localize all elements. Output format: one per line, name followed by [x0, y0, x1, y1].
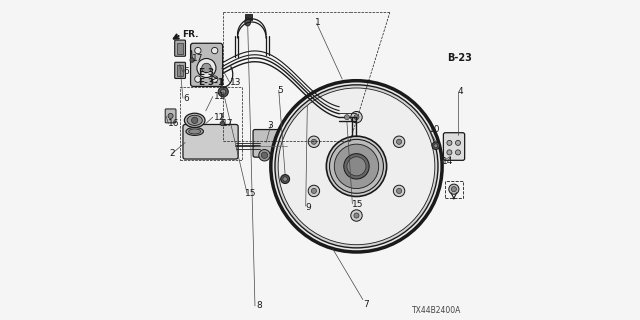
Text: 6: 6: [184, 67, 189, 76]
Circle shape: [190, 58, 195, 62]
Text: 14: 14: [442, 157, 454, 166]
Circle shape: [218, 87, 228, 97]
Text: E-3: E-3: [198, 68, 214, 77]
Circle shape: [278, 88, 435, 245]
Circle shape: [308, 185, 319, 196]
Circle shape: [434, 144, 438, 148]
Circle shape: [354, 115, 359, 120]
Text: 5: 5: [277, 86, 283, 95]
Circle shape: [271, 81, 442, 252]
Text: 15: 15: [246, 189, 257, 198]
Circle shape: [394, 185, 404, 196]
Circle shape: [330, 140, 383, 193]
Circle shape: [197, 59, 216, 77]
Text: 17: 17: [191, 54, 203, 63]
Ellipse shape: [186, 127, 204, 135]
Circle shape: [394, 136, 404, 148]
Text: 7: 7: [363, 300, 369, 309]
Circle shape: [220, 121, 225, 126]
Circle shape: [451, 187, 456, 192]
Circle shape: [191, 117, 198, 124]
Circle shape: [351, 111, 362, 123]
Circle shape: [221, 89, 226, 94]
Ellipse shape: [303, 99, 311, 104]
Circle shape: [456, 140, 461, 145]
FancyBboxPatch shape: [444, 133, 465, 160]
Bar: [180, 87, 242, 160]
Text: 6: 6: [184, 94, 189, 103]
FancyBboxPatch shape: [165, 109, 176, 123]
Text: 12: 12: [214, 113, 225, 122]
Circle shape: [211, 76, 218, 82]
FancyBboxPatch shape: [191, 43, 223, 86]
FancyBboxPatch shape: [175, 62, 186, 78]
Ellipse shape: [187, 115, 202, 125]
Text: 8: 8: [257, 301, 262, 310]
Circle shape: [347, 157, 366, 176]
Text: 2: 2: [170, 149, 175, 158]
Circle shape: [308, 136, 319, 148]
Text: 11: 11: [214, 92, 225, 101]
Text: 3: 3: [268, 121, 273, 130]
Text: 15: 15: [352, 200, 364, 209]
Circle shape: [351, 210, 362, 221]
Bar: [177, 43, 183, 54]
Ellipse shape: [245, 18, 250, 26]
Bar: [445, 180, 463, 198]
Circle shape: [354, 213, 359, 218]
Circle shape: [397, 139, 402, 144]
Text: 13: 13: [230, 78, 241, 87]
Text: FR.: FR.: [182, 30, 198, 39]
Circle shape: [344, 115, 349, 120]
Ellipse shape: [189, 129, 201, 134]
Circle shape: [449, 184, 459, 194]
Circle shape: [311, 188, 316, 194]
Circle shape: [211, 47, 218, 54]
Text: 10: 10: [429, 125, 441, 134]
Circle shape: [283, 177, 287, 181]
Text: 9: 9: [306, 203, 312, 212]
Circle shape: [195, 47, 201, 54]
FancyBboxPatch shape: [175, 40, 186, 56]
Circle shape: [259, 149, 270, 161]
FancyBboxPatch shape: [253, 130, 289, 157]
Circle shape: [342, 112, 352, 122]
Circle shape: [447, 150, 452, 155]
Circle shape: [344, 154, 369, 179]
Text: E-3-1: E-3-1: [198, 78, 224, 87]
Text: 16: 16: [168, 119, 180, 128]
Circle shape: [311, 139, 316, 144]
Circle shape: [168, 113, 173, 118]
Circle shape: [195, 76, 201, 82]
Bar: [177, 66, 183, 76]
Circle shape: [432, 142, 440, 149]
Circle shape: [261, 152, 268, 158]
FancyBboxPatch shape: [183, 124, 238, 159]
Text: 17: 17: [221, 119, 233, 128]
Text: 4: 4: [458, 87, 463, 96]
Circle shape: [202, 63, 211, 73]
Circle shape: [456, 150, 461, 155]
Text: TX44B2400A: TX44B2400A: [412, 306, 461, 315]
Circle shape: [281, 175, 289, 183]
Circle shape: [275, 85, 438, 248]
Circle shape: [397, 188, 402, 194]
Circle shape: [326, 136, 387, 196]
Circle shape: [334, 144, 379, 188]
Circle shape: [447, 140, 452, 145]
Bar: [246, 14, 252, 20]
Ellipse shape: [184, 113, 205, 127]
Text: 1: 1: [316, 18, 321, 27]
Text: B-23: B-23: [447, 53, 472, 63]
